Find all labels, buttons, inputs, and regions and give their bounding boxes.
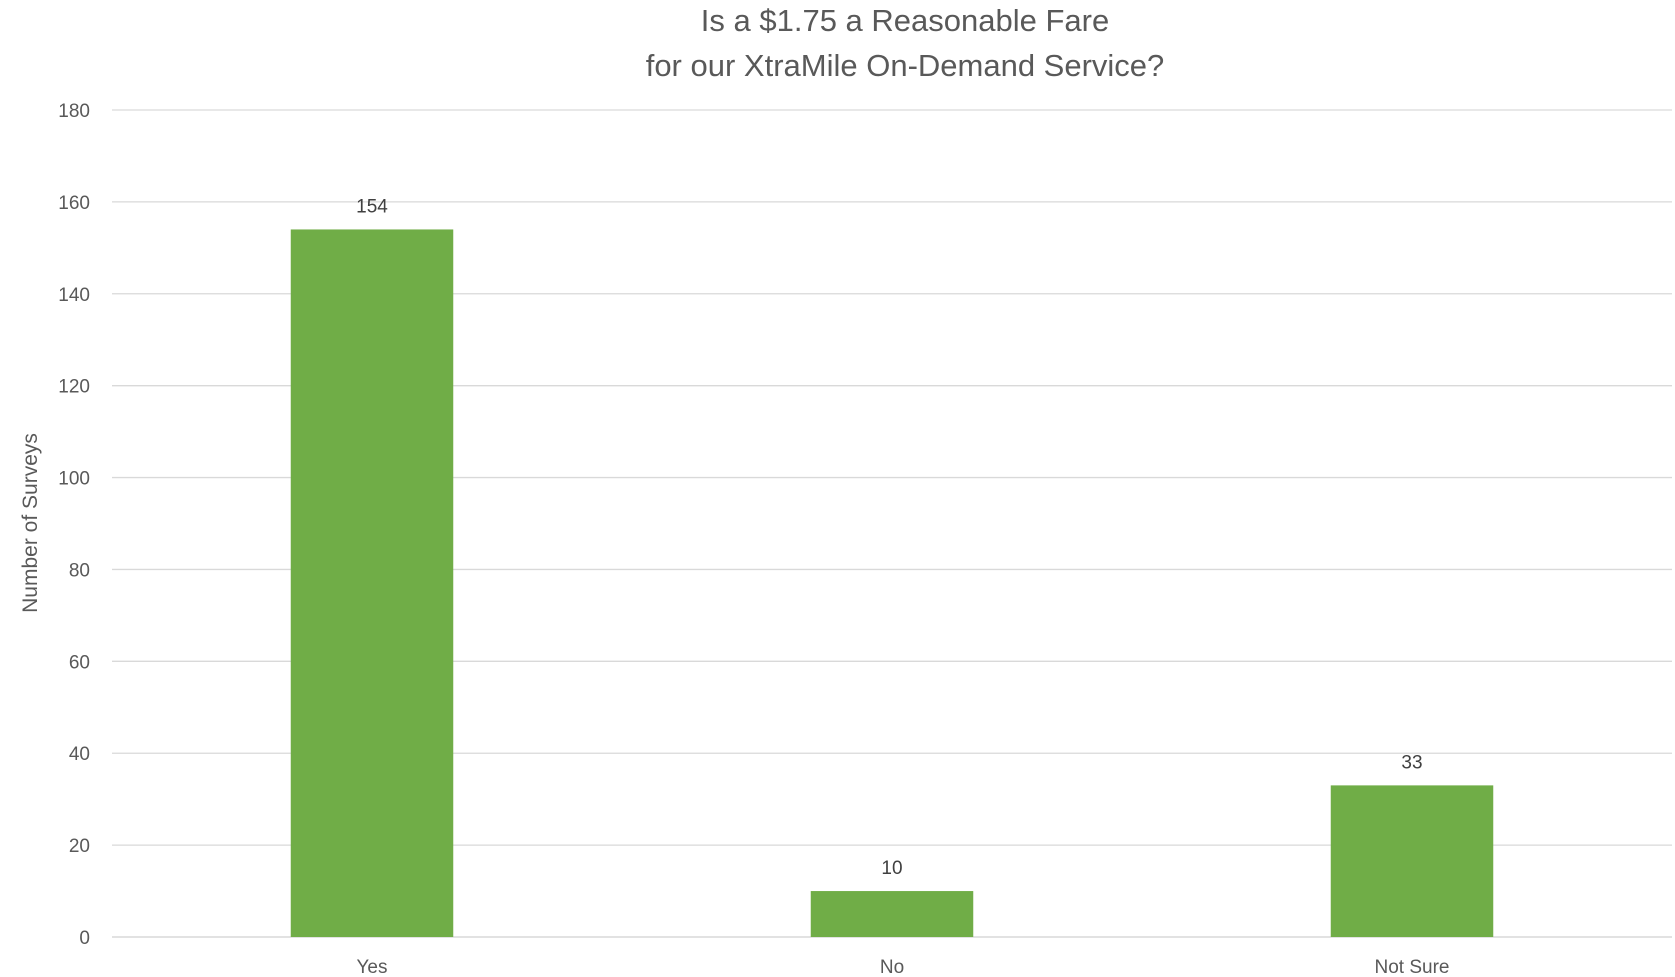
y-tick-label: 160 — [58, 193, 90, 214]
y-axis-ticks: 0 20 40 60 80 100 120 140 160 180 — [58, 101, 90, 949]
chart-subtitle: for our XtraMile On-Demand Service? — [646, 48, 1165, 83]
y-tick-label: 100 — [58, 469, 90, 490]
x-tick-label: Yes — [357, 957, 388, 977]
x-tick-label: Not Sure — [1375, 957, 1450, 977]
x-tick-label: No — [880, 957, 904, 977]
data-label: 154 — [356, 196, 388, 217]
y-tick-label: 140 — [58, 285, 90, 306]
bar-not-sure — [1330, 785, 1494, 937]
y-tick-label: 80 — [69, 560, 90, 581]
data-labels: 154 10 33 — [356, 196, 1422, 879]
y-axis-label: Number of Surveys — [19, 433, 42, 613]
y-tick-label: 20 — [69, 836, 90, 857]
y-tick-label: 120 — [58, 377, 90, 398]
chart-title: Is a $1.75 a Reasonable Fare — [701, 3, 1109, 38]
y-tick-label: 40 — [69, 744, 90, 765]
bars — [290, 229, 1494, 937]
data-label: 33 — [1401, 752, 1422, 773]
bar-no — [810, 891, 974, 937]
x-axis-ticks: Yes No Not Sure — [357, 957, 1450, 977]
bar-yes — [290, 229, 454, 937]
y-tick-label: 0 — [79, 928, 90, 949]
y-tick-label: 180 — [58, 101, 90, 122]
y-tick-label: 60 — [69, 652, 90, 673]
data-label: 10 — [881, 858, 902, 879]
